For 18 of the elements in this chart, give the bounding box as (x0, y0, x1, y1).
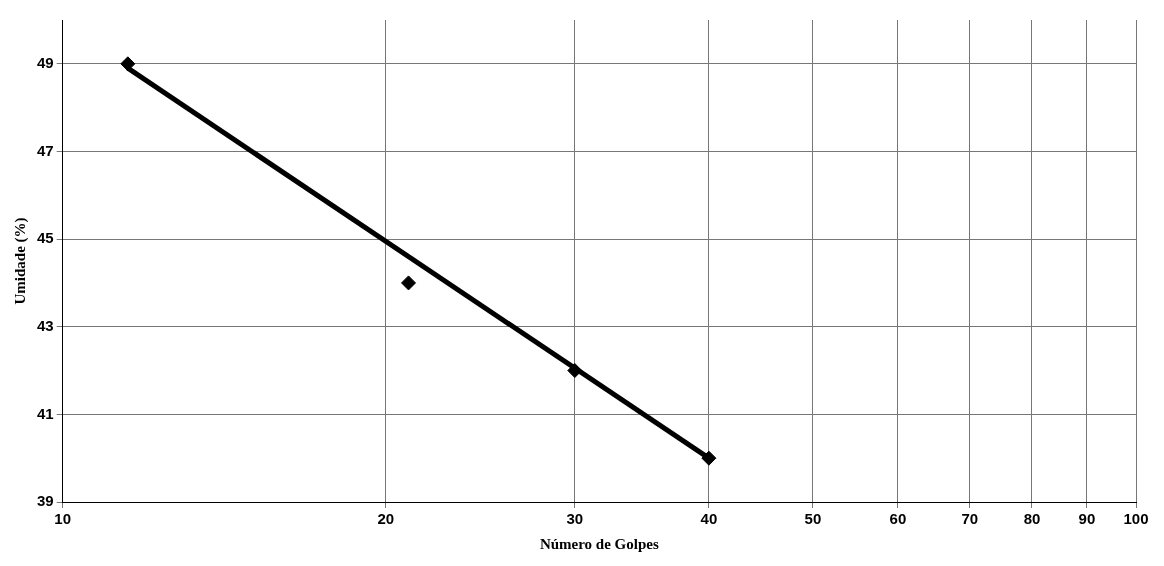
y-tick-label: 43 (37, 316, 54, 334)
y-tick-label: 45 (37, 229, 54, 247)
y-tick-label: 49 (37, 53, 54, 71)
x-axis-title: Número de Golpes (539, 535, 659, 552)
y-tick-label: 39 (37, 492, 54, 510)
x-tick-label: 20 (377, 510, 395, 528)
x-tick-label: 50 (804, 510, 822, 528)
x-tick-label: 80 (1023, 510, 1041, 528)
x-tick-label: 10 (54, 510, 72, 528)
x-tick-label: 90 (1078, 510, 1096, 528)
y-tick-label: 41 (37, 404, 54, 422)
x-tick-label: 70 (961, 510, 979, 528)
x-tick-label: 30 (566, 510, 584, 528)
y-axis-title: Umidade (%) (11, 217, 29, 305)
x-tick-label: 40 (700, 510, 718, 528)
y-tick-label: 47 (37, 141, 54, 159)
x-tick-label: 100 (1123, 510, 1149, 528)
x-tick-label: 60 (889, 510, 907, 528)
